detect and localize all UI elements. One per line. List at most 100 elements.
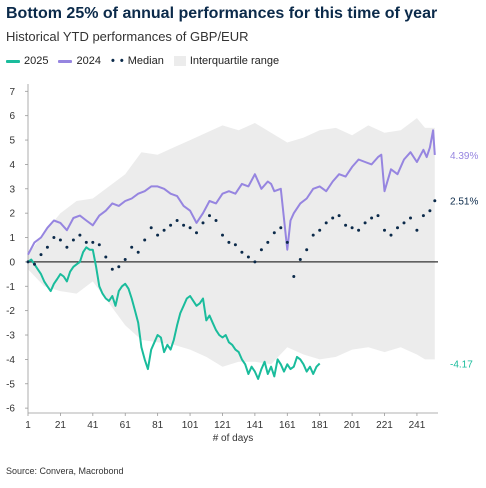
median-point (292, 275, 296, 278)
median-point (266, 240, 270, 244)
median-point (259, 248, 263, 252)
iqr-band (28, 118, 435, 367)
median-point (370, 216, 374, 220)
median-point (279, 226, 283, 230)
y-tick-label: 5 (9, 136, 15, 147)
median-point (169, 223, 173, 227)
median-point (110, 267, 114, 271)
median-point (39, 253, 43, 257)
x-tick-label: 181 (311, 420, 328, 431)
median-point (409, 216, 412, 220)
median-point (415, 228, 419, 232)
median-point (246, 255, 250, 259)
median-point (58, 238, 62, 242)
y-tick-label: 7 (9, 87, 15, 98)
median-point (324, 221, 328, 225)
median-point (233, 243, 237, 247)
median-point (363, 221, 367, 225)
x-tick-label: 201 (344, 420, 361, 431)
median-point (162, 228, 166, 232)
x-tick-label: 141 (247, 420, 264, 431)
median-point (350, 226, 354, 230)
median-point (305, 248, 309, 252)
y-tick-label: 1 (9, 233, 15, 244)
legend-swatch-2024 (58, 59, 73, 63)
legend-label-2025: 2025 (24, 55, 49, 67)
median-point (208, 214, 211, 218)
x-tick-label: 121 (214, 420, 231, 431)
y-tick-label: 6 (9, 111, 15, 122)
median-point (421, 214, 425, 218)
median-point (97, 243, 101, 247)
median-point (91, 240, 95, 244)
chart-legend: 2025 2024 • • Median Interquartile range (6, 55, 289, 67)
x-tick-label: 41 (87, 420, 99, 431)
median-point (117, 265, 121, 269)
chart-title: Bottom 25% of annual performances for th… (6, 5, 438, 22)
end-label-2024: 4.39% (450, 151, 478, 162)
median-point (195, 231, 198, 235)
x-tick-label: 221 (376, 420, 393, 431)
x-tick-label: 81 (152, 420, 164, 431)
legend-item-iqr: Interquartile range (173, 55, 280, 67)
y-tick-label: -5 (6, 379, 15, 390)
median-point (318, 228, 322, 232)
median-point (84, 240, 88, 244)
x-tick-label: 21 (55, 420, 67, 431)
median-point (344, 223, 348, 227)
x-axis-title: # of days (213, 433, 254, 444)
median-point (201, 221, 205, 225)
median-point (402, 221, 406, 225)
median-point (357, 228, 361, 232)
y-tick-label: 2 (9, 209, 15, 220)
median-point (45, 245, 49, 249)
median-point (253, 260, 257, 264)
legend-label-median: Median (127, 55, 164, 67)
median-point (136, 250, 140, 254)
legend-label-iqr: Interquartile range (189, 55, 280, 67)
median-point (33, 262, 36, 266)
x-tick-label: 61 (120, 420, 132, 431)
median-point (175, 219, 179, 222)
legend-swatch-iqr (173, 56, 186, 66)
median-point (182, 223, 186, 227)
median-point (26, 260, 30, 264)
median-point (298, 258, 302, 261)
y-tick-label: 0 (9, 257, 15, 268)
legend-item-2024: 2024 (58, 55, 101, 67)
x-tick-label: 161 (279, 420, 296, 431)
median-point (337, 214, 341, 218)
series-2025-line (27, 246, 321, 380)
median-point (52, 236, 56, 239)
median-point (156, 233, 160, 237)
median-point (149, 226, 153, 230)
y-tick-label: -1 (6, 282, 15, 293)
legend-swatch-2025 (6, 59, 20, 63)
median-point (227, 240, 231, 244)
end-label-median: 2.51% (450, 197, 478, 208)
median-point (221, 233, 224, 237)
median-point (65, 245, 69, 249)
median-point (214, 219, 218, 222)
median-point (78, 233, 82, 237)
y-tick-label: -4 (6, 355, 15, 366)
y-tick-label: -6 (6, 404, 15, 415)
median-point (428, 209, 432, 213)
legend-item-2025: 2025 (6, 55, 48, 67)
source-note: Source: Convera, Macrobond (6, 466, 124, 476)
x-tick-label: 241 (409, 420, 426, 431)
median-point (285, 240, 289, 244)
median-point (143, 238, 147, 242)
median-point (123, 258, 127, 261)
y-tick-label: -3 (6, 331, 15, 342)
y-tick-label: 4 (9, 160, 15, 171)
legend-swatch-median: • • (110, 55, 125, 67)
chart-subtitle: Historical YTD performances of GBP/EUR (6, 29, 249, 44)
median-point (383, 228, 386, 232)
median-point (130, 245, 134, 249)
y-tick-label: -2 (6, 306, 15, 317)
median-point (188, 226, 192, 230)
median-point (389, 233, 393, 237)
y-tick-label: 3 (9, 184, 15, 195)
